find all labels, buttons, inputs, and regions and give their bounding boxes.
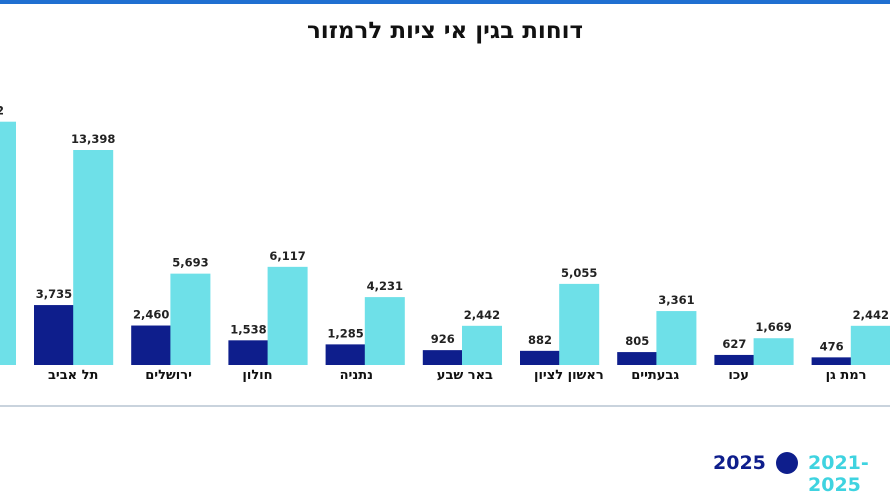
bar-value-label: 1,669 — [755, 320, 791, 334]
category-label: רמת גן — [826, 368, 867, 383]
bar-value-label: 6,117 — [269, 249, 305, 263]
bar-series0-7 — [656, 311, 697, 365]
bar-series0-4 — [364, 297, 405, 365]
bar-value-label: 926 — [431, 332, 455, 346]
legend-label-2025: 2025 — [713, 452, 766, 474]
category-label: באר שבע — [437, 368, 493, 383]
bar-value-label: 5,055 — [561, 266, 597, 280]
category-label: חולון — [242, 368, 272, 383]
chart-title: דוחות בגין אי ציות לרמזור — [306, 18, 584, 44]
bar-series0-6 — [559, 283, 600, 365]
bar-value-label: 2,442 — [464, 308, 500, 322]
category-label: עכו — [728, 368, 748, 383]
bar-series1-3 — [325, 344, 366, 365]
category-label: גבעתיים — [631, 368, 679, 383]
bar-value-label: 4,231 — [367, 279, 403, 293]
bar-series0-5 — [462, 325, 502, 365]
legend-item-2021-2025: 2021-2025 — [808, 452, 890, 496]
category-label: ראשון לציון — [534, 368, 604, 383]
category-label: נתניה — [340, 368, 373, 383]
bar-series1-5 — [520, 350, 560, 365]
bar-value-label: 1,285 — [327, 326, 363, 340]
bar-value-label: 62 — [0, 104, 4, 118]
bar-series1-4 — [422, 350, 463, 365]
bar-value-label: 13,398 — [71, 132, 115, 146]
bar-value-label: 3,735 — [36, 287, 72, 301]
bar-value-label: 3,361 — [658, 293, 694, 307]
category-label: ירושלים — [145, 368, 192, 383]
bar-series0-9 — [850, 325, 890, 365]
legend-label-2021-2025: 2021-2025 — [808, 452, 869, 496]
bar-series0-1 — [73, 150, 114, 365]
bar-series0-8 — [753, 338, 794, 365]
bar-series1-1 — [131, 325, 172, 365]
bar-series1-6 — [617, 352, 658, 365]
bar-value-label: 1,538 — [230, 322, 266, 336]
legend-item-2025: 2025 — [713, 452, 798, 474]
bar-value-label: 805 — [625, 334, 649, 348]
bar-value-label: 2,460 — [133, 308, 169, 322]
baseline-divider — [0, 405, 890, 407]
bar-series1-7 — [714, 354, 755, 365]
bar-series1-0 — [34, 305, 74, 365]
bar-series0-2 — [170, 273, 211, 365]
bar-series1-2 — [228, 340, 269, 365]
bar-series1-8 — [811, 357, 852, 365]
legend-dot-2025 — [775, 452, 798, 474]
bar-value-label: 476 — [820, 339, 844, 353]
bar-value-label: 2,442 — [853, 308, 889, 322]
category-label: תל אביב — [48, 368, 98, 383]
bar-value-label: 5,693 — [172, 256, 208, 270]
top-accent-rule — [0, 0, 890, 4]
bar-series0-3 — [267, 266, 308, 365]
bar-series0-0 — [0, 121, 16, 366]
bar-value-label: 882 — [528, 333, 552, 347]
bar-value-label: 627 — [722, 337, 746, 351]
